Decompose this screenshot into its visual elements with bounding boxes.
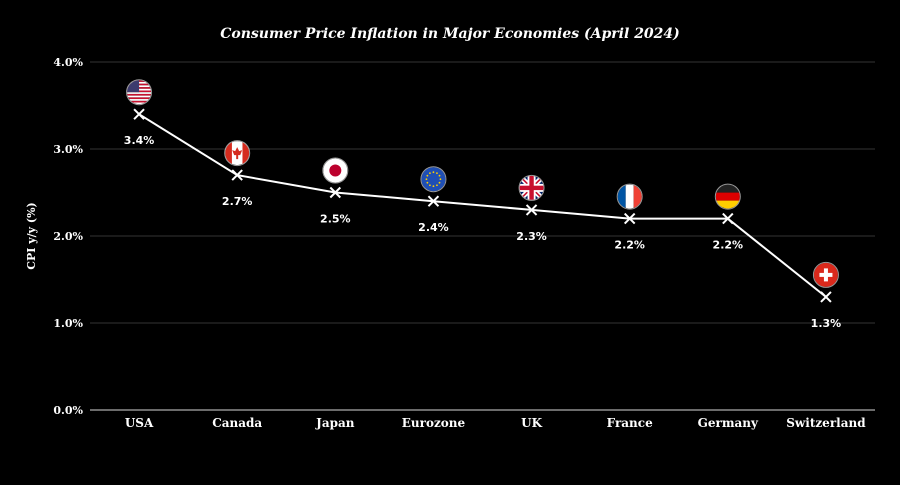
data-label: 1.3% [811, 317, 842, 330]
data-label: 3.4% [124, 134, 155, 147]
data-label: 2.5% [320, 213, 351, 226]
data-point-marker [133, 108, 145, 120]
x-tick-label: France [607, 416, 653, 430]
x-tick-label: Germany [698, 416, 759, 430]
data-point-marker [623, 212, 636, 225]
y-tick-label: 1.0% [53, 317, 83, 330]
chart-title: Consumer Price Inflation in Major Econom… [220, 26, 680, 42]
gridlines [90, 61, 875, 411]
y-ticks: 0.0% 1.0% 2.0% 3.0% 4.0% [53, 56, 83, 417]
x-tick-label: USA [125, 416, 154, 430]
flag-uk-icon [518, 174, 545, 201]
x-tick-label: Switzerland [786, 416, 866, 430]
data-label: 2.2% [614, 239, 645, 252]
y-tick-label: 3.0% [53, 143, 83, 156]
data-point-marker [329, 186, 342, 199]
data-point-marker [722, 212, 734, 225]
flag-germany-icon [714, 183, 741, 210]
data-label: 2.4% [418, 221, 449, 234]
flag-france-icon [616, 183, 643, 210]
flag-switzerland-icon [812, 261, 839, 288]
flag-usa-icon [126, 79, 153, 106]
flag-eu-icon [420, 166, 447, 193]
series-line-path [138, 113, 827, 298]
data-label: 2.2% [713, 239, 744, 252]
data-point-marker [820, 291, 832, 303]
y-tick-label: 2.0% [53, 230, 83, 243]
x-tick-label: Canada [212, 416, 262, 430]
data-label: 2.3% [516, 230, 547, 243]
x-ticks: USA Canada Japan Eurozone UK France Germany Swi… [125, 416, 866, 430]
data-point-marker [525, 204, 538, 216]
series-line: 3.4% 2.7% 2.5% 2.4% 2.3% 2.2% 2.2% 1.3% [124, 79, 842, 330]
x-tick-label: UK [521, 416, 542, 430]
y-tick-label: 0.0% [53, 404, 83, 417]
data-label: 2.7% [222, 195, 253, 208]
x-tick-label: Eurozone [402, 416, 466, 430]
flag-canada-icon [224, 140, 251, 167]
y-tick-label: 4.0% [53, 56, 83, 69]
data-point-marker [427, 195, 440, 207]
data-point-marker [231, 169, 243, 181]
flag-japan-icon [322, 157, 349, 184]
x-tick-label: Japan [315, 416, 355, 430]
y-axis-label: CPI y/y (%) [25, 202, 38, 270]
